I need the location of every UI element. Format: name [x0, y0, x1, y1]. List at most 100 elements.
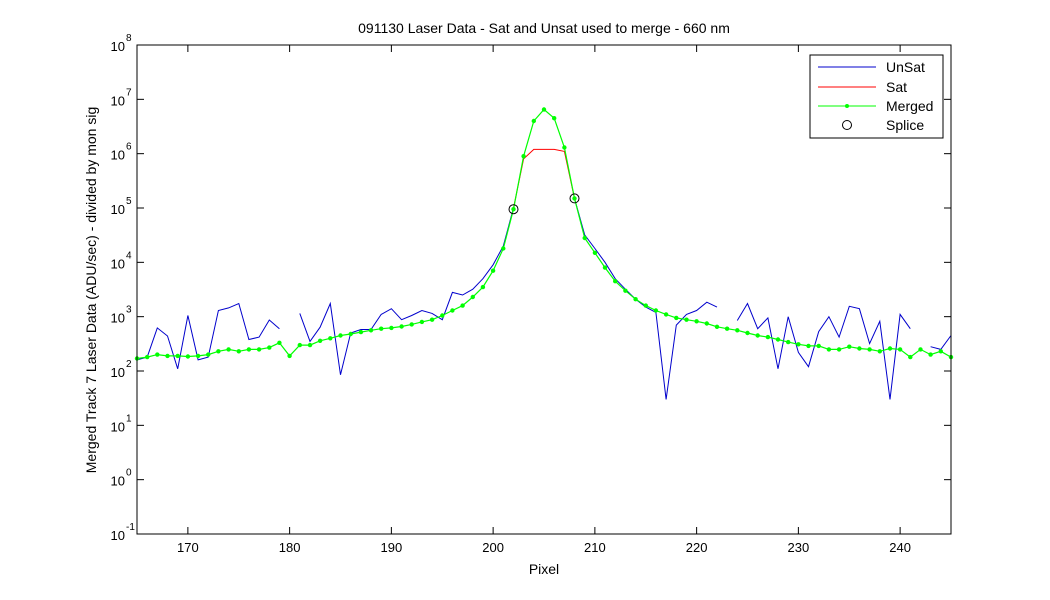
legend-merged-marker: [845, 104, 849, 108]
merged-point: [419, 319, 425, 325]
y-tick-exponent: 5: [126, 196, 132, 207]
merged-point: [358, 329, 364, 335]
merged-point: [348, 331, 353, 337]
merged-point: [175, 353, 180, 359]
merged-point: [775, 337, 781, 342]
merged-point: [887, 346, 893, 351]
merged-point: [368, 328, 374, 333]
merged-point: [165, 353, 170, 359]
merged-point: [470, 294, 475, 300]
merged-point: [796, 342, 801, 347]
splice-marker: [569, 193, 580, 204]
merged-point: [389, 325, 394, 331]
tick-layer: 170 180 190 200 210 220 230 24010-1100101102103…: [111, 33, 951, 555]
merged-point: [552, 116, 557, 121]
merged-point: [216, 349, 221, 354]
merged-point: [765, 334, 771, 340]
merged-point: [735, 328, 740, 333]
merged-point: [256, 347, 262, 352]
merged-point: [145, 354, 150, 360]
series-layer: [134, 107, 954, 400]
y-tick-exponent: 0: [126, 468, 132, 479]
y-tick-exponent: 4: [126, 250, 132, 261]
merged-point: [501, 246, 506, 251]
y-tick-label: 10: [111, 256, 125, 271]
legend-box: [809, 54, 944, 139]
legend-splice-marker: [842, 120, 852, 130]
merged-point: [582, 235, 587, 241]
x-tick-label: 190: [381, 540, 403, 555]
unsat-line: [136, 302, 280, 369]
merged-point: [694, 319, 699, 324]
merged-point: [328, 336, 333, 341]
merged-point: [379, 326, 384, 331]
merged-point: [674, 315, 679, 321]
merged-point: [226, 347, 231, 352]
merged-point: [684, 317, 689, 322]
y-tick-label: 10: [111, 419, 125, 434]
merged-point: [836, 347, 842, 352]
merged-point: [450, 308, 455, 313]
merged-point: [602, 265, 608, 270]
merged-point: [287, 353, 292, 359]
legend-splice-label: Splice: [886, 117, 924, 133]
merged-point: [897, 347, 903, 352]
merged-point: [613, 279, 618, 284]
y-tick-exponent: -1: [126, 522, 135, 533]
unsat-line: [299, 207, 514, 375]
x-tick-label: 230: [788, 540, 810, 555]
legend-sat-label: Sat: [886, 79, 907, 95]
x-tick-label: 200: [482, 540, 504, 555]
merged-point: [277, 340, 282, 345]
merged-point: [816, 343, 821, 349]
merged-point: [643, 303, 648, 308]
merged-point: [399, 324, 404, 329]
merged-point: [490, 268, 496, 273]
merged-point: [521, 154, 526, 159]
merged-point: [786, 339, 791, 345]
merged-point: [806, 343, 811, 349]
y-tick-label: 10: [111, 311, 125, 326]
y-tick-label: 10: [111, 365, 125, 380]
y-tick-exponent: 6: [126, 142, 132, 153]
merged-point: [623, 288, 628, 293]
merged-point: [511, 207, 516, 212]
unsat-line: [736, 302, 911, 400]
merged-point: [338, 333, 343, 338]
merged-point: [857, 346, 862, 351]
y-tick-exponent: 8: [126, 33, 132, 44]
merged-point: [867, 347, 872, 352]
x-tick-label: 180: [279, 540, 301, 555]
merged-point: [429, 317, 435, 322]
merged-point: [653, 308, 659, 313]
merged-point: [908, 354, 913, 360]
merged-point: [317, 338, 323, 343]
merged-point: [562, 145, 567, 150]
merged-point: [724, 326, 730, 331]
x-axis-label: Pixel: [529, 561, 559, 577]
y-tick-exponent: 7: [126, 87, 132, 98]
y-tick-label: 10: [111, 148, 125, 163]
merged-point: [246, 347, 252, 352]
merged-point: [195, 353, 201, 359]
y-tick-label: 10: [111, 202, 125, 217]
merged-point: [155, 352, 160, 357]
y-tick-exponent: 2: [126, 359, 132, 370]
merged-point: [185, 354, 191, 359]
merged-point: [206, 352, 211, 357]
merged-point: [755, 333, 760, 338]
y-tick-label: 10: [111, 93, 125, 108]
legend-merged-label: Merged: [886, 98, 933, 114]
legend-unsat-label: UnSat: [886, 59, 925, 75]
y-tick-exponent: 3: [126, 305, 132, 316]
merged-point: [531, 118, 536, 124]
merged-point: [633, 297, 638, 302]
merged-point: [826, 347, 832, 352]
merged-point: [409, 322, 414, 327]
merged-point: [297, 342, 302, 348]
merged-point: [267, 345, 272, 350]
y-tick-exponent: 1: [126, 413, 132, 424]
merged-point: [928, 352, 933, 357]
x-tick-label: 240: [889, 540, 911, 555]
merged-point: [714, 324, 720, 329]
